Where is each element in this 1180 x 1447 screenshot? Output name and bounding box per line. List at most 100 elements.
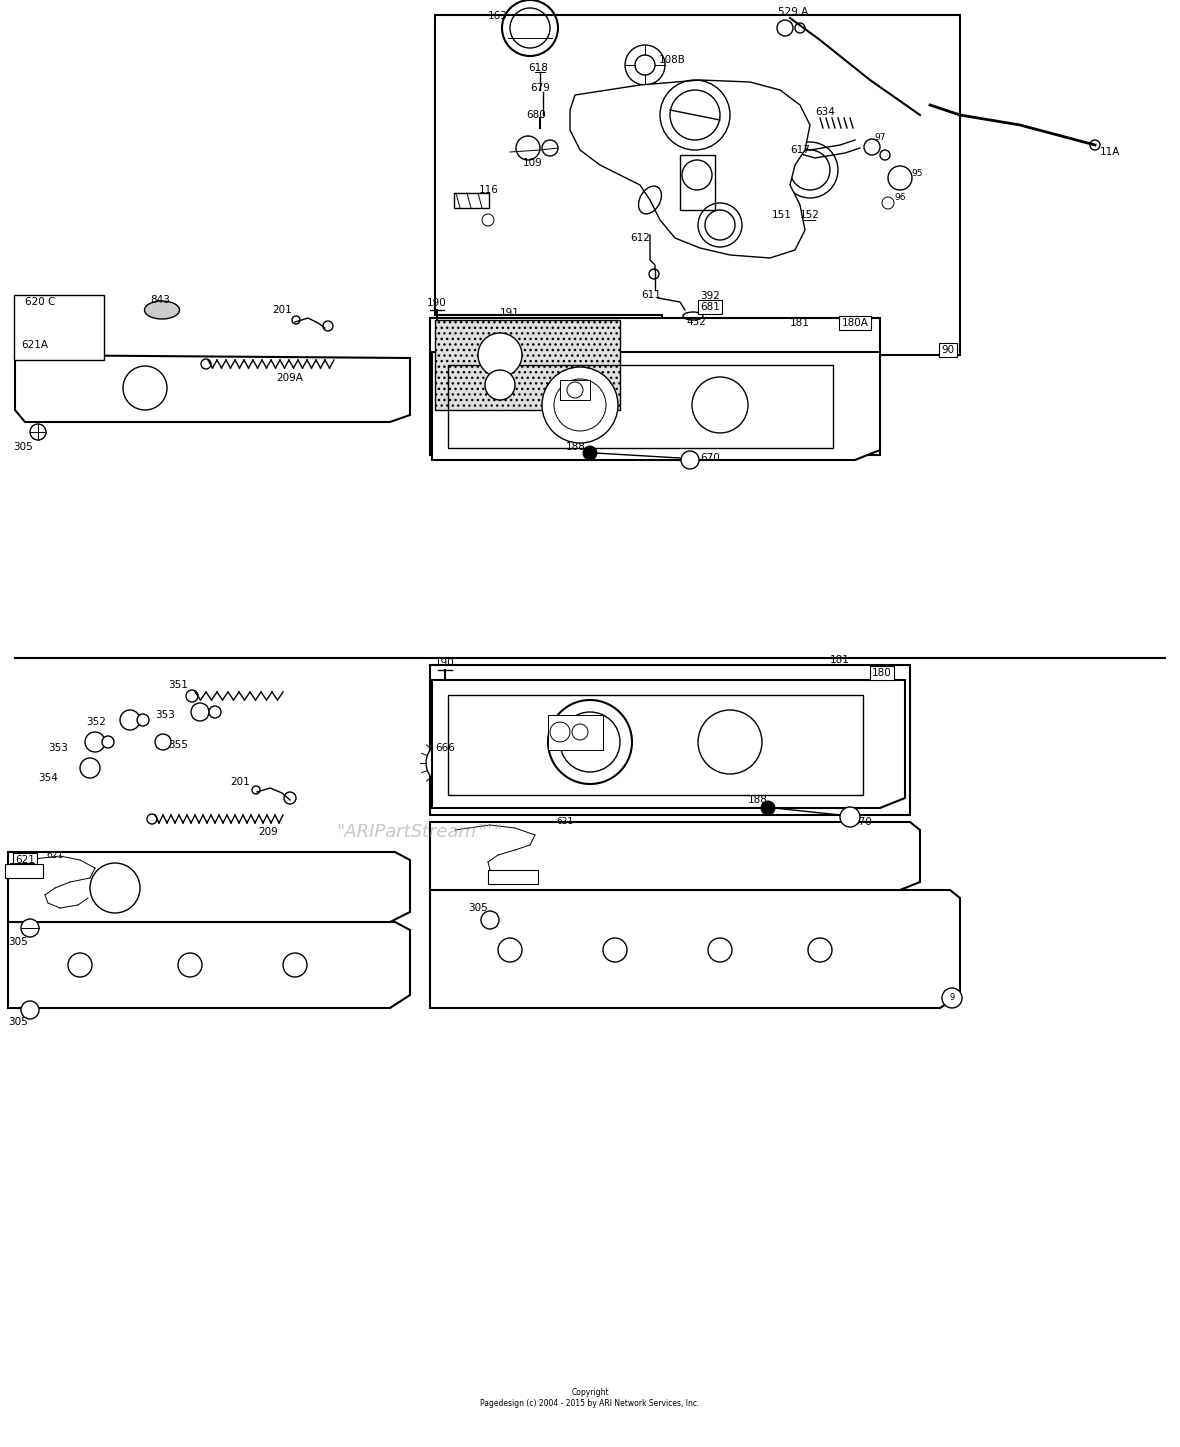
Text: 617: 617	[791, 145, 809, 155]
Text: 353: 353	[155, 710, 175, 721]
Circle shape	[90, 862, 140, 913]
Text: 108B: 108B	[658, 55, 686, 65]
Text: 351: 351	[168, 680, 188, 690]
Circle shape	[478, 333, 522, 378]
Bar	[560, 381, 590, 399]
Text: 90: 90	[942, 344, 955, 355]
Circle shape	[942, 988, 962, 1009]
Text: 670: 670	[700, 453, 720, 463]
Bar	[454, 192, 489, 208]
Text: 305: 305	[8, 938, 28, 946]
Text: 109: 109	[523, 158, 543, 168]
Text: 181: 181	[830, 655, 850, 666]
Text: 305: 305	[468, 903, 487, 913]
Circle shape	[603, 938, 627, 962]
Polygon shape	[8, 852, 409, 922]
Circle shape	[691, 378, 748, 433]
Text: 621: 621	[46, 851, 64, 860]
Polygon shape	[432, 352, 880, 460]
Text: 152: 152	[800, 210, 820, 220]
Text: 96: 96	[894, 194, 906, 203]
Bar	[14, 295, 104, 360]
Bar	[448, 365, 833, 449]
Bar	[680, 155, 715, 210]
Polygon shape	[15, 355, 409, 423]
Text: 353: 353	[48, 742, 68, 752]
Circle shape	[21, 1001, 39, 1019]
Text: 529 A: 529 A	[778, 7, 808, 17]
Bar	[430, 666, 910, 815]
Polygon shape	[432, 680, 905, 807]
Circle shape	[209, 706, 221, 718]
Text: 201: 201	[273, 305, 291, 315]
Text: "ARIPartStream™": "ARIPartStream™"	[336, 823, 502, 841]
Text: 181: 181	[791, 318, 809, 328]
Circle shape	[542, 368, 618, 443]
Text: 9: 9	[950, 994, 955, 1003]
Text: 188: 188	[566, 441, 586, 451]
Text: 621A: 621A	[21, 340, 48, 350]
Circle shape	[485, 370, 514, 399]
Polygon shape	[430, 890, 961, 1009]
Circle shape	[155, 734, 171, 750]
Circle shape	[568, 382, 583, 398]
Circle shape	[550, 722, 570, 742]
Text: 163: 163	[489, 12, 507, 22]
Circle shape	[681, 451, 699, 469]
Bar	[435, 320, 620, 410]
Text: 432: 432	[686, 317, 706, 327]
Text: 681: 681	[700, 302, 720, 313]
Text: 116: 116	[479, 185, 499, 195]
Text: 151: 151	[772, 210, 792, 220]
Circle shape	[434, 750, 463, 777]
Text: 621: 621	[15, 855, 35, 865]
Circle shape	[191, 703, 209, 721]
Circle shape	[283, 954, 307, 977]
Circle shape	[178, 954, 202, 977]
Text: 354: 354	[38, 773, 58, 783]
Circle shape	[30, 424, 46, 440]
Text: 679: 679	[530, 82, 550, 93]
Text: 843: 843	[150, 295, 170, 305]
Text: 666: 666	[435, 742, 455, 752]
Text: 209A: 209A	[276, 373, 303, 383]
Polygon shape	[435, 14, 961, 355]
Circle shape	[498, 938, 522, 962]
Text: 612: 612	[630, 233, 650, 243]
Circle shape	[123, 366, 168, 410]
Text: 620: 620	[12, 865, 32, 875]
Text: 620 C: 620 C	[25, 297, 55, 307]
Text: 355: 355	[168, 739, 188, 750]
Polygon shape	[570, 80, 809, 258]
Bar	[5, 864, 42, 878]
Circle shape	[548, 700, 632, 784]
Text: 180A: 180A	[841, 318, 868, 328]
Text: 618: 618	[529, 64, 548, 72]
Polygon shape	[430, 822, 920, 890]
Text: 188: 188	[748, 794, 768, 805]
Circle shape	[708, 938, 732, 962]
Circle shape	[583, 446, 597, 460]
Circle shape	[137, 713, 149, 726]
Ellipse shape	[144, 301, 179, 318]
Text: 620A: 620A	[502, 873, 525, 881]
Circle shape	[761, 802, 775, 815]
Bar	[548, 715, 603, 750]
Text: 352: 352	[86, 718, 106, 726]
Text: 180: 180	[872, 669, 892, 679]
Text: 97: 97	[874, 133, 886, 142]
Text: 305: 305	[13, 441, 33, 451]
Circle shape	[808, 938, 832, 962]
Text: 670: 670	[852, 818, 872, 828]
Circle shape	[481, 912, 499, 929]
Circle shape	[21, 919, 39, 938]
Text: 680: 680	[526, 110, 546, 120]
Text: 201: 201	[230, 777, 250, 787]
Text: 209: 209	[258, 828, 277, 836]
Circle shape	[572, 724, 588, 739]
Text: 191: 191	[500, 308, 520, 318]
Text: 611: 611	[641, 289, 661, 300]
Text: 190: 190	[435, 658, 454, 669]
Circle shape	[120, 710, 140, 729]
Circle shape	[699, 710, 762, 774]
